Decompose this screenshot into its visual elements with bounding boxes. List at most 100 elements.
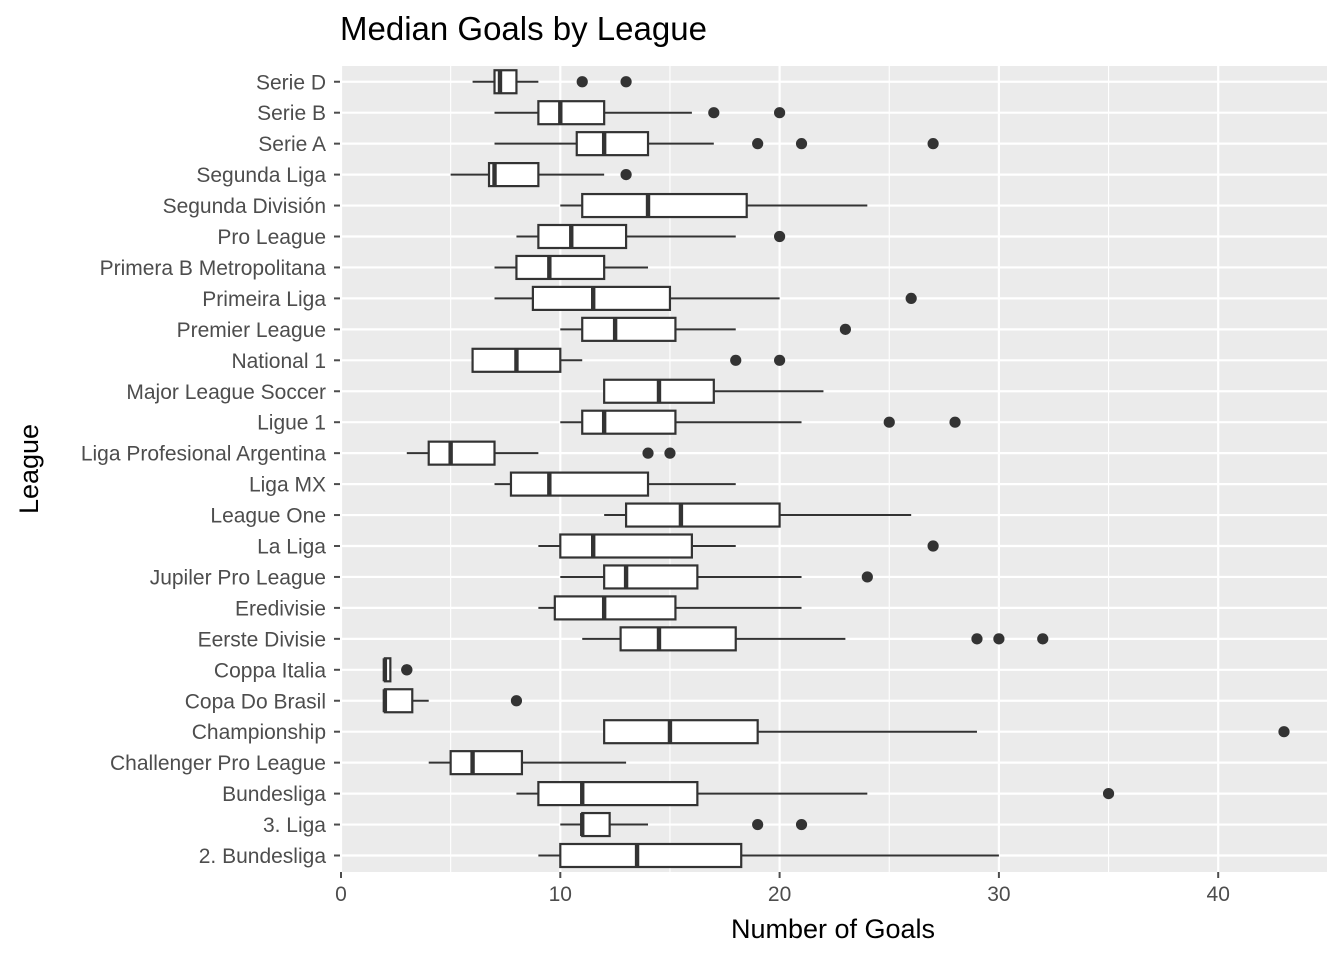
iqr-box — [559, 842, 743, 869]
outlier-point — [949, 416, 961, 428]
outlier-point — [861, 571, 873, 583]
y-tick-label: National 1 — [231, 350, 326, 373]
box-primera-b-metropolitana — [494, 254, 649, 281]
outlier-point — [576, 76, 588, 88]
outlier-point — [795, 818, 808, 831]
iqr-box — [449, 750, 524, 776]
y-tick-label: Jupiler Pro League — [150, 566, 326, 589]
iqr-box — [537, 223, 628, 250]
boxes-layer — [382, 69, 1290, 869]
iqr-box — [581, 192, 748, 219]
outlier-point — [774, 107, 786, 119]
box-eerste-divisie — [582, 626, 1049, 652]
y-tick-label: Premier League — [177, 319, 326, 342]
outlier-point — [927, 540, 939, 552]
box-la-liga — [538, 533, 939, 559]
iqr-box — [537, 780, 699, 807]
outlier-point — [1278, 726, 1290, 738]
y-tick-label: Segunda División — [163, 195, 326, 218]
y-tick-label: Segunda Liga — [196, 164, 326, 187]
y-tick-label: Primeira Liga — [202, 288, 326, 311]
y-tick-label: Coppa Italia — [214, 659, 326, 682]
x-tick-label: 20 — [768, 883, 791, 906]
axes: 2. Bundesliga 3. Liga Bundesliga Challenger… — [81, 71, 1230, 906]
y-tick-label: Bundesliga — [222, 783, 326, 806]
box-eredivisie — [538, 595, 802, 621]
y-tick-label: Serie D — [256, 71, 326, 94]
box-jupiler-pro-league — [560, 564, 873, 590]
iqr-box — [383, 688, 414, 714]
box-bundesliga — [516, 780, 1115, 807]
outlier-point — [401, 664, 413, 676]
y-tick-label: Liga MX — [249, 474, 326, 497]
outlier-point — [620, 169, 632, 181]
y-tick-label: Major League Soccer — [126, 381, 326, 404]
outlier-point — [1102, 788, 1115, 800]
x-tick-label: 0 — [335, 883, 347, 906]
box-liga-profesional-argentina — [406, 440, 676, 466]
y-tick-label: Serie B — [257, 102, 326, 125]
iqr-box — [487, 162, 540, 188]
x-axis-title: Number of Goals — [731, 914, 935, 944]
outlier-point — [752, 138, 764, 150]
y-axis-title: League — [14, 424, 44, 514]
box-challenger-pro-league — [428, 750, 627, 776]
outlier-point — [510, 695, 523, 707]
box-coppa-italia — [382, 657, 413, 683]
iqr-box — [515, 254, 606, 281]
box-segunda-liga — [450, 162, 632, 188]
box-primeira-liga — [494, 285, 917, 311]
outlier-point — [774, 230, 786, 243]
iqr-box — [509, 471, 650, 497]
y-tick-label: La Liga — [257, 536, 326, 559]
y-tick-label: Liga Profesional Argentina — [81, 443, 326, 466]
iqr-box — [581, 409, 677, 435]
outlier-point — [795, 138, 808, 150]
iqr-box — [427, 440, 496, 466]
box-serie-a — [494, 131, 939, 157]
box-major-league-soccer — [603, 378, 824, 404]
box-national-1 — [471, 347, 786, 373]
outlier-point — [664, 447, 676, 459]
y-tick-label: Championship — [192, 721, 326, 744]
box-liga-mx — [494, 471, 736, 497]
y-tick-label: League One — [210, 505, 326, 528]
iqr-box — [603, 719, 759, 745]
box-serie-d — [472, 69, 632, 95]
y-tick-label: Eredivisie — [235, 597, 326, 620]
outlier-point — [971, 633, 983, 645]
iqr-box — [603, 564, 699, 590]
iqr-box — [619, 626, 737, 652]
box-pro-league — [516, 223, 786, 250]
iqr-box — [559, 533, 693, 559]
iqr-box — [624, 502, 781, 528]
outlier-point — [993, 633, 1005, 645]
outlier-point — [905, 292, 917, 304]
box-league-one — [604, 502, 912, 528]
outlier-point — [774, 354, 786, 366]
box-segunda-divisi-n — [560, 192, 868, 219]
outlier-point — [730, 354, 742, 366]
outlier-point — [620, 76, 632, 88]
y-tick-label: Ligue 1 — [257, 412, 326, 435]
y-tick-label: Serie A — [258, 133, 326, 156]
iqr-box — [553, 595, 677, 621]
y-tick-label: 2. Bundesliga — [199, 845, 327, 868]
box-2-bundesliga — [538, 842, 999, 869]
iqr-box — [581, 316, 677, 342]
box-copa-do-brasil — [382, 688, 523, 714]
outlier-point — [883, 416, 895, 428]
iqr-box — [531, 285, 672, 311]
x-tick-label: 30 — [987, 883, 1010, 906]
y-tick-label: Pro League — [217, 226, 326, 249]
y-tick-label: Copa Do Brasil — [185, 690, 326, 713]
outlier-point — [839, 323, 851, 335]
x-tick-label: 10 — [549, 883, 572, 906]
outlier-point — [708, 107, 720, 119]
iqr-box — [575, 131, 650, 157]
iqr-box — [537, 100, 606, 126]
box-3-liga — [560, 811, 808, 838]
box-ligue-1 — [560, 409, 961, 435]
outlier-point — [642, 447, 654, 459]
